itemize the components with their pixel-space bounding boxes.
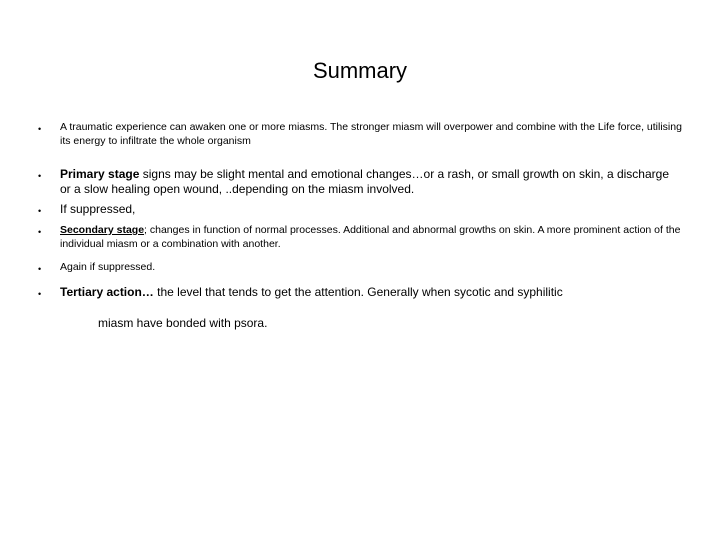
bullet-dot-icon: • <box>38 285 60 301</box>
bullet-list: • A traumatic experience can awaken one … <box>38 120 682 331</box>
bullet-text: Again if suppressed. <box>60 260 682 274</box>
bullet-text-rest: signs may be slight mental and emotional… <box>60 167 669 196</box>
bullet-item: • Secondary stage; changes in function o… <box>38 223 682 251</box>
bullet-item: • Primary stage signs may be slight ment… <box>38 167 682 197</box>
secondary-stage-label: Secondary stage <box>60 224 144 236</box>
bullet-item: • A traumatic experience can awaken one … <box>38 120 682 148</box>
primary-stage-label: Primary stage <box>60 167 139 181</box>
bullet-item: • Again if suppressed. <box>38 260 682 276</box>
bullet-dot-icon: • <box>38 167 60 183</box>
bullet-item: • Tertiary action… the level that tends … <box>38 285 682 301</box>
bullet-text-rest: ; changes in function of normal processe… <box>60 224 680 250</box>
slide-title: Summary <box>0 58 720 84</box>
bullet-text: Primary stage signs may be slight mental… <box>60 167 682 197</box>
bullet-dot-icon: • <box>38 120 60 136</box>
slide: Summary • A traumatic experience can awa… <box>0 0 720 540</box>
tertiary-action-label: Tertiary action… <box>60 285 154 299</box>
bullet-text: Secondary stage; changes in function of … <box>60 223 682 251</box>
bullet-text: Tertiary action… the level that tends to… <box>60 285 682 300</box>
bullet-item: • If suppressed, <box>38 202 682 218</box>
bullet-text-rest: the level that tends to get the attentio… <box>154 285 563 299</box>
bullet-dot-icon: • <box>38 202 60 218</box>
bullet-dot-icon: • <box>38 260 60 276</box>
bullet-dot-icon: • <box>38 223 60 239</box>
trailing-text: miasm have bonded with psora. <box>98 315 682 331</box>
bullet-text: A traumatic experience can awaken one or… <box>60 120 682 148</box>
bullet-text: If suppressed, <box>60 202 682 216</box>
